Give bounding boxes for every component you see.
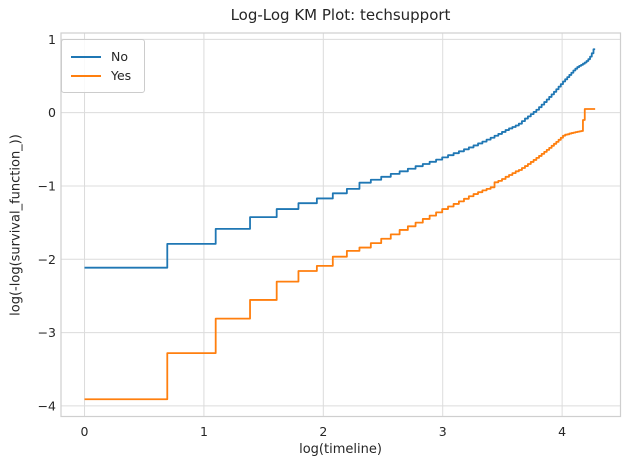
y-tick-label-−3: −3: [38, 325, 56, 340]
axes-spines: [60, 32, 622, 418]
legend-label-no: No: [111, 49, 128, 64]
x-tick-label-1: 1: [200, 424, 208, 439]
y-tick-label-−4: −4: [38, 398, 56, 413]
legend-line-no-icon: [71, 55, 101, 58]
y-tick-label-−2: −2: [38, 252, 56, 267]
legend-line-yes-icon: [71, 74, 101, 77]
plot-title: Log-Log KM Plot: techsupport: [230, 6, 451, 24]
series-layer: [84, 48, 596, 401]
grid: [61, 33, 621, 417]
x-tick-label-0: 0: [81, 424, 89, 439]
x-axis-label: log(timeline): [299, 442, 382, 457]
x-tick-label-3: 3: [439, 424, 447, 439]
y-tick-label-−1: −1: [38, 178, 56, 193]
legend-label-yes: Yes: [111, 68, 132, 83]
legend-item-no: No: [71, 47, 131, 66]
series-line-no: [84, 48, 596, 269]
y-tick-label-1: 1: [48, 32, 56, 47]
x-tick-label-2: 2: [319, 424, 327, 439]
x-tick-label-4: 4: [558, 424, 566, 439]
y-axis-label: log(-log(survival_function_)): [8, 134, 24, 316]
legend: No Yes: [61, 39, 146, 93]
series-line-yes: [84, 108, 596, 401]
y-tick-label-0: 0: [48, 105, 56, 120]
legend-item-yes: Yes: [71, 66, 131, 85]
tick-labels: 0 1 2 3 4 1 0 −1 −2 −3 −4: [38, 32, 567, 439]
